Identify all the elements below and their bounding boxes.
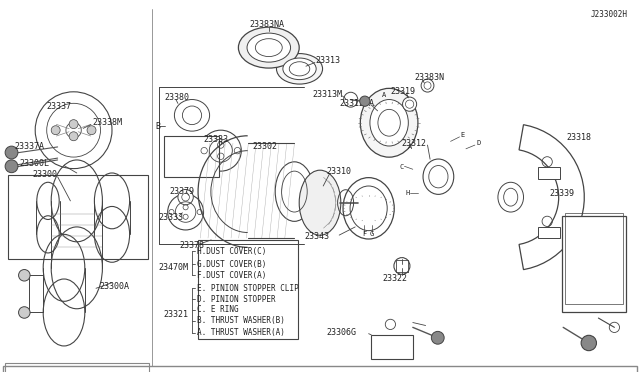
Text: A: A (382, 92, 387, 98)
Text: 23318: 23318 (566, 133, 591, 142)
Ellipse shape (360, 89, 418, 157)
Circle shape (200, 130, 241, 171)
Text: C. E RING: C. E RING (197, 305, 239, 314)
Text: B. THRUST WASHER(B): B. THRUST WASHER(B) (197, 316, 285, 325)
Ellipse shape (370, 100, 408, 146)
Ellipse shape (238, 27, 299, 68)
Text: 23383N: 23383N (415, 73, 445, 82)
Polygon shape (519, 125, 584, 270)
Text: 23302: 23302 (253, 142, 278, 151)
Bar (164, 136, 219, 177)
Text: D. PINION STOPPER: D. PINION STOPPER (197, 295, 276, 304)
Circle shape (178, 189, 193, 205)
Text: 23338M: 23338M (93, 118, 123, 127)
Bar (198, 240, 298, 339)
Text: 23319: 23319 (390, 87, 415, 96)
Text: 23322: 23322 (383, 274, 408, 283)
Text: H.DUST COVER(C): H.DUST COVER(C) (197, 247, 266, 256)
Text: 23339: 23339 (549, 189, 574, 198)
Ellipse shape (283, 58, 316, 80)
Ellipse shape (275, 162, 314, 221)
Text: 23300: 23300 (32, 170, 57, 179)
Bar (538, 167, 560, 179)
Text: 23379: 23379 (170, 187, 195, 196)
Circle shape (360, 96, 370, 106)
Text: E. PINION STOPPER CLIP: E. PINION STOPPER CLIP (197, 284, 299, 293)
Text: 23337A: 23337A (14, 142, 44, 151)
Text: 23313: 23313 (316, 56, 340, 65)
Circle shape (581, 335, 596, 351)
Bar (5, 363, 149, 372)
Text: J233002H: J233002H (590, 10, 627, 19)
Text: D: D (477, 140, 481, 146)
Ellipse shape (247, 33, 291, 62)
Text: 23306G: 23306G (326, 328, 356, 337)
Text: A. THRUST WASHER(A): A. THRUST WASHER(A) (197, 328, 285, 337)
Text: 23300L: 23300L (19, 159, 49, 168)
Circle shape (35, 92, 112, 169)
Bar (8, 175, 148, 259)
Bar (371, 335, 413, 359)
Text: 23383NA: 23383NA (250, 20, 285, 29)
Circle shape (168, 194, 204, 230)
Text: 23333: 23333 (204, 135, 228, 144)
Ellipse shape (343, 178, 394, 239)
Text: F.DUST COVER(A): F.DUST COVER(A) (197, 271, 266, 280)
Bar (538, 227, 560, 238)
Text: F: F (362, 231, 367, 237)
Text: G: G (370, 231, 374, 237)
Text: 23300A: 23300A (99, 282, 129, 291)
Text: E: E (461, 132, 465, 138)
Text: B: B (155, 122, 160, 131)
Ellipse shape (276, 54, 323, 84)
Circle shape (19, 270, 30, 281)
Circle shape (431, 331, 444, 344)
Text: H: H (405, 190, 410, 196)
Circle shape (69, 132, 78, 141)
Bar (562, 216, 626, 312)
Circle shape (5, 146, 18, 159)
Ellipse shape (299, 170, 340, 235)
Text: 23321: 23321 (163, 310, 188, 319)
Text: C: C (399, 164, 404, 170)
Text: G.DUST COVER(B): G.DUST COVER(B) (197, 260, 266, 269)
Text: 23378: 23378 (179, 241, 204, 250)
Text: 23313M: 23313M (312, 90, 342, 99)
Text: 23310: 23310 (326, 167, 351, 176)
Circle shape (51, 126, 60, 135)
Ellipse shape (403, 97, 417, 111)
Circle shape (69, 120, 78, 129)
Text: 23337: 23337 (47, 102, 72, 110)
Text: 23312+A: 23312+A (339, 99, 374, 108)
Circle shape (19, 307, 30, 318)
Text: 23380: 23380 (164, 93, 189, 102)
Circle shape (5, 160, 18, 173)
Text: 23343: 23343 (304, 232, 329, 241)
Circle shape (87, 126, 96, 135)
Ellipse shape (421, 79, 434, 92)
Ellipse shape (423, 159, 454, 194)
Ellipse shape (174, 99, 210, 131)
Text: A: A (408, 144, 413, 150)
Ellipse shape (344, 92, 358, 107)
Text: 23312: 23312 (402, 139, 427, 148)
Text: 23333: 23333 (159, 213, 184, 222)
Ellipse shape (498, 182, 524, 212)
Text: 23470M: 23470M (158, 263, 188, 272)
Bar (565, 213, 623, 304)
